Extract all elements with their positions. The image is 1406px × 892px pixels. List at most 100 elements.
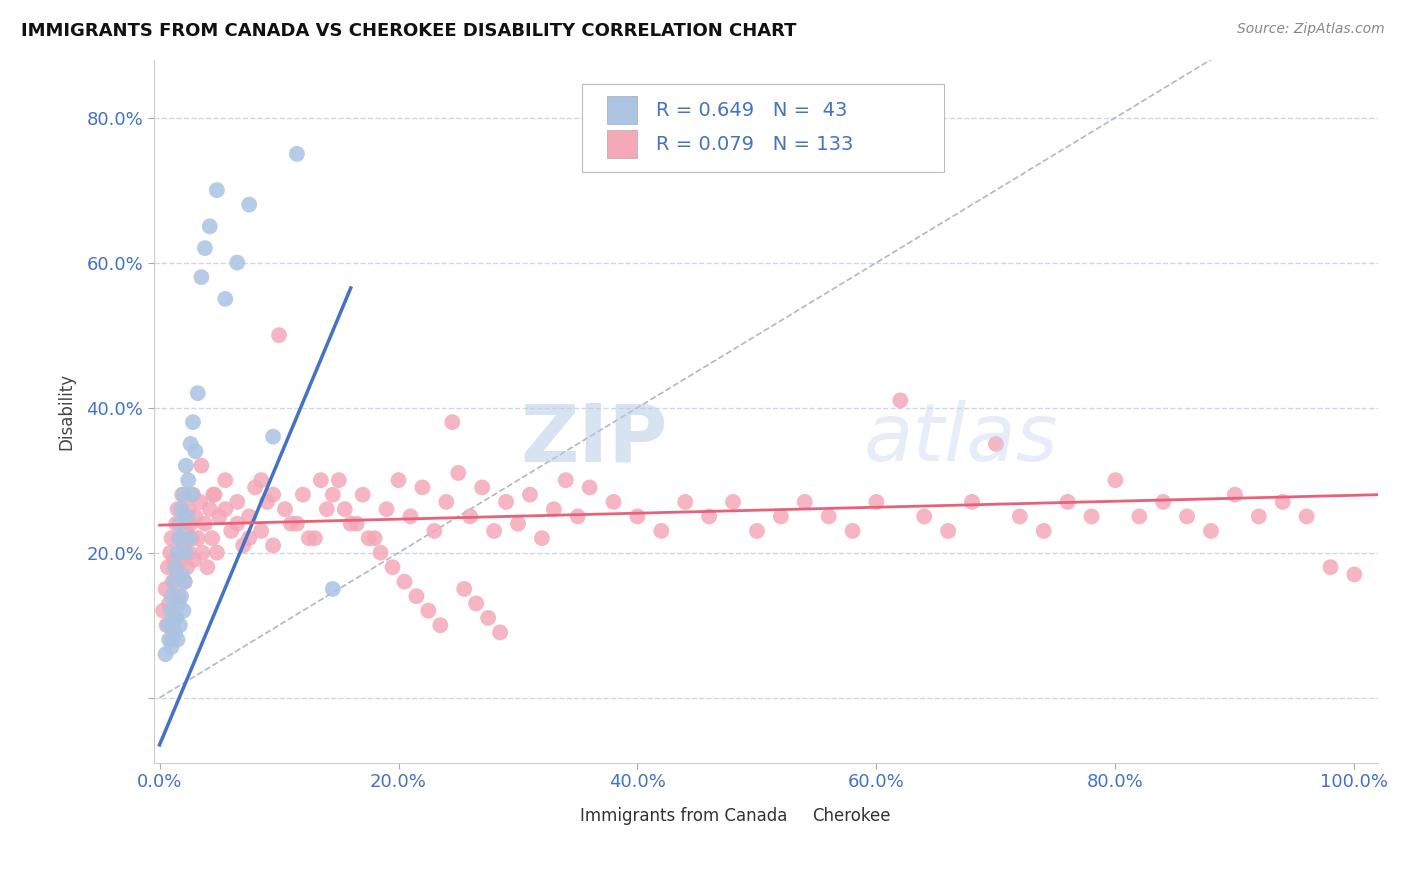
Point [167,589,190,603]
Point [179,531,201,545]
Point [315,502,337,516]
Point [399,509,422,524]
Point [363,531,385,545]
Point [489,625,512,640]
Point [1319,560,1341,574]
Point [793,495,815,509]
Point [177,473,200,487]
Point [194,516,217,531]
Point [219,524,242,538]
Point [205,183,228,197]
Point [1080,509,1102,524]
Point [1032,524,1054,538]
Point [160,531,183,545]
Point [173,574,195,589]
Point [1152,495,1174,509]
Point [745,524,768,538]
Point [471,480,494,494]
Point [155,582,177,596]
Point [180,488,202,502]
Text: Cherokee: Cherokee [813,806,891,825]
Point [418,604,440,618]
Point [304,531,326,545]
Point [172,538,194,552]
Point [434,495,457,509]
Point [162,574,184,589]
Point [226,495,249,509]
Point [769,509,792,524]
Point [165,516,187,531]
Point [912,509,935,524]
Point [889,393,911,408]
Point [160,632,183,647]
Point [865,495,887,509]
Point [543,502,565,516]
Point [357,531,380,545]
Point [309,473,332,487]
Point [602,495,624,509]
Point [262,488,284,502]
Point [262,430,284,444]
Point [554,473,576,487]
Point [267,328,290,343]
Point [167,531,190,545]
Point [166,502,188,516]
Point [429,618,451,632]
Point [650,524,672,538]
Point [477,611,499,625]
Point [1223,488,1246,502]
Point [201,531,224,545]
Point [157,597,180,611]
Point [170,589,193,603]
Point [578,480,600,494]
Point [190,270,212,285]
Point [181,415,204,429]
Point [214,292,236,306]
Point [202,488,225,502]
Point [423,524,446,538]
Point [162,618,184,632]
Point [333,502,356,516]
Point [1295,509,1317,524]
Bar [607,130,637,158]
Point [441,415,464,429]
Point [163,574,186,589]
Point [482,524,505,538]
Point [1104,473,1126,487]
Point [180,516,202,531]
Y-axis label: Disability: Disability [58,373,75,450]
Point [405,589,427,603]
Point [190,458,212,473]
Point [411,480,433,494]
Point [169,531,191,545]
Point [155,647,177,661]
Point [841,524,863,538]
Point [170,502,193,516]
Point [180,531,202,545]
Point [328,473,350,487]
Point [567,509,589,524]
Point [984,437,1007,451]
Point [352,488,374,502]
Point [721,495,744,509]
Point [238,197,260,211]
Point [339,516,361,531]
Point [152,604,174,618]
Point [214,473,236,487]
Point [177,502,200,516]
Point [170,553,193,567]
Point [453,582,475,596]
Point [673,495,696,509]
Point [181,488,204,502]
Point [936,524,959,538]
Point [1343,567,1365,582]
Point [1056,495,1078,509]
Point [346,516,368,531]
Point [172,567,194,582]
Point [262,538,284,552]
Point [160,589,183,603]
Point [291,488,314,502]
Point [187,531,209,545]
Point [1175,509,1198,524]
Point [214,502,236,516]
